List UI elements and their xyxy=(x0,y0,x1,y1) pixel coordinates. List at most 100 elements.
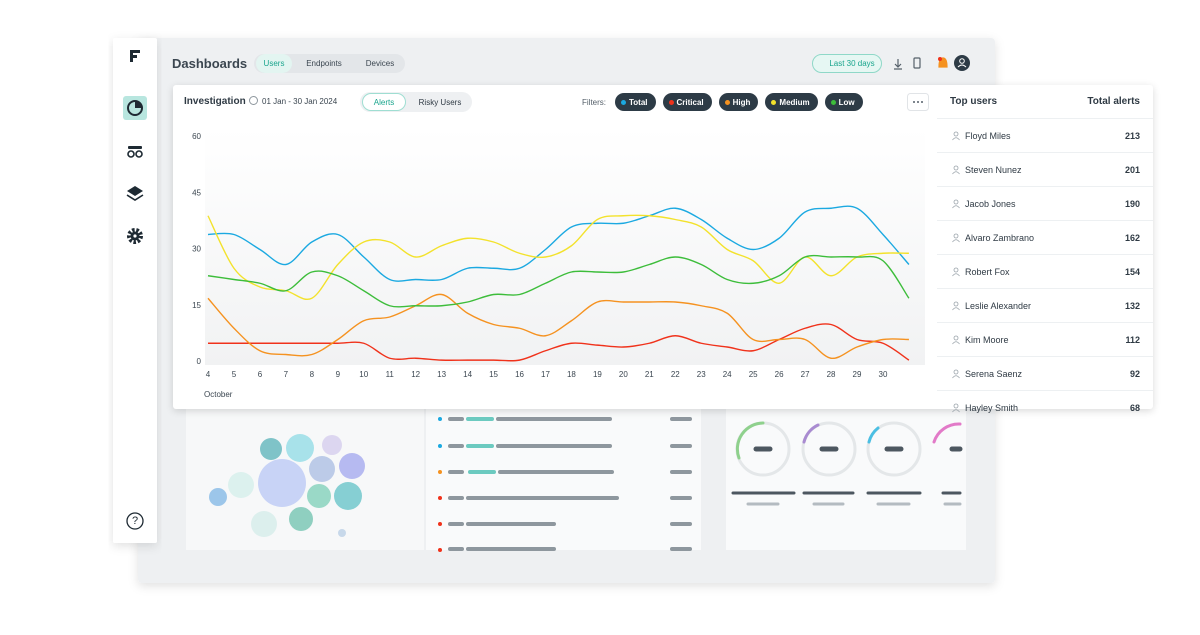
nav-settings[interactable] xyxy=(127,228,143,244)
user-row: Kim Moore 112 xyxy=(937,322,1153,356)
filter-button[interactable]: High xyxy=(718,93,759,111)
y-tick-label: 0 xyxy=(197,357,202,366)
x-axis-label: October xyxy=(204,390,233,399)
info-icon[interactable] xyxy=(249,96,258,105)
user-name: Jacob Jones xyxy=(965,198,1016,209)
bubbles xyxy=(209,434,365,537)
user-name: Kim Moore xyxy=(965,334,1009,345)
filter-button[interactable]: Critical xyxy=(662,93,712,111)
filter-label: Total xyxy=(629,97,648,107)
x-tick-label: 25 xyxy=(749,370,758,379)
user-icon xyxy=(952,403,960,412)
help-icon[interactable] xyxy=(126,512,144,530)
sidebar xyxy=(113,38,157,543)
column-header: Top users xyxy=(950,96,998,107)
x-tick-label: 12 xyxy=(411,370,420,379)
filter-label: Critical xyxy=(676,97,704,107)
x-tick-label: 11 xyxy=(386,370,395,379)
x-tick-label: 4 xyxy=(206,370,211,379)
y-tick-label: 30 xyxy=(192,245,201,254)
filter-button[interactable]: Medium xyxy=(765,93,818,111)
nav-investigate[interactable] xyxy=(127,146,143,158)
user-icon xyxy=(952,165,960,174)
user-alerts: 213 xyxy=(1124,130,1140,141)
gauges xyxy=(731,421,963,506)
user-alerts: 92 xyxy=(1129,368,1140,379)
user-row: Alvaro Zambrano 162 xyxy=(937,220,1153,254)
user-alerts: 154 xyxy=(1124,266,1140,277)
x-tick-label: 24 xyxy=(723,370,732,379)
x-tick-label: 22 xyxy=(671,370,680,379)
line-series xyxy=(207,214,909,300)
user-alerts: 162 xyxy=(1124,232,1140,243)
x-tick-label: 8 xyxy=(310,370,315,379)
y-tick-label: 60 xyxy=(192,132,201,141)
x-tick-label: 20 xyxy=(619,370,628,379)
user-alerts: 68 xyxy=(1129,402,1140,413)
user-name: Robert Fox xyxy=(965,266,1010,277)
y-tick-label: 45 xyxy=(192,188,201,197)
user-row: Hayley Smith 68 xyxy=(937,390,1153,424)
nav-dashboard[interactable] xyxy=(123,96,147,120)
x-tick-label: 23 xyxy=(697,370,706,379)
filters-label: Filters: xyxy=(582,98,606,107)
user-row: Robert Fox 154 xyxy=(937,254,1153,288)
x-tick-label: 13 xyxy=(437,370,446,379)
y-tick-label: 15 xyxy=(192,301,201,310)
filter-button[interactable]: Low xyxy=(824,93,863,111)
line-series xyxy=(208,323,910,362)
user-row: Floyd Miles 213 xyxy=(937,118,1153,152)
line-series xyxy=(207,205,910,282)
user-row: Leslie Alexander 132 xyxy=(937,288,1153,322)
x-tick-label: 29 xyxy=(853,370,862,379)
more-button[interactable] xyxy=(907,93,929,111)
line-series xyxy=(207,254,910,308)
avatar[interactable] xyxy=(954,55,970,71)
user-icon xyxy=(952,335,960,344)
x-tick-label: 27 xyxy=(801,370,810,379)
x-tick-label: 7 xyxy=(284,370,289,379)
x-tick-label: 17 xyxy=(541,370,550,379)
filters: Total Critical High Medium Low xyxy=(615,93,863,111)
tab[interactable]: Users xyxy=(256,54,292,73)
top-users-table: Floyd Miles 213 Steven Nunez 201 Jacob Jones… xyxy=(937,118,1153,424)
user-row: Steven Nunez 201 xyxy=(937,152,1153,186)
filter-dot xyxy=(621,99,626,105)
user-icon xyxy=(952,267,960,276)
user-row: Jacob Jones 190 xyxy=(937,186,1153,220)
user-icon xyxy=(952,199,960,208)
x-tick-label: 18 xyxy=(567,370,576,379)
filter-button[interactable]: Total xyxy=(615,93,656,111)
x-tick-label: 19 xyxy=(593,370,602,379)
user-icon xyxy=(952,233,960,242)
date-filter[interactable]: Last 30 days xyxy=(812,54,882,73)
filter-dot xyxy=(771,99,777,105)
x-tick-label: 9 xyxy=(336,370,341,379)
user-icon xyxy=(952,301,960,310)
tab[interactable]: Devices xyxy=(365,59,395,68)
line-series xyxy=(207,293,909,359)
help-label[interactable]: ? xyxy=(131,515,139,527)
date-range: 01 Jan - 30 Jan 2024 xyxy=(262,97,338,106)
nav-layers[interactable] xyxy=(126,186,144,201)
user-row: Serena Saenz 92 xyxy=(937,356,1153,390)
toolbar-icons[interactable] xyxy=(894,57,948,70)
user-alerts: 201 xyxy=(1124,164,1140,175)
filter-label: Low xyxy=(838,97,855,107)
x-tick-label: 15 xyxy=(489,370,498,379)
user-alerts: 112 xyxy=(1125,334,1140,345)
user-icon xyxy=(952,131,960,140)
toggle[interactable]: Alerts xyxy=(362,93,406,111)
tab-bar xyxy=(254,54,405,73)
filter-label: Medium xyxy=(779,97,810,107)
toggle[interactable]: Risky Users xyxy=(418,97,462,107)
user-name: Serena Saenz xyxy=(965,368,1023,379)
x-tick-label: 16 xyxy=(515,370,524,379)
plot-area xyxy=(205,128,925,365)
filter-dot xyxy=(724,99,730,105)
tab[interactable]: Endpoints xyxy=(306,59,342,68)
x-tick-label: 14 xyxy=(463,370,472,379)
x-tick-label: 5 xyxy=(232,370,237,379)
